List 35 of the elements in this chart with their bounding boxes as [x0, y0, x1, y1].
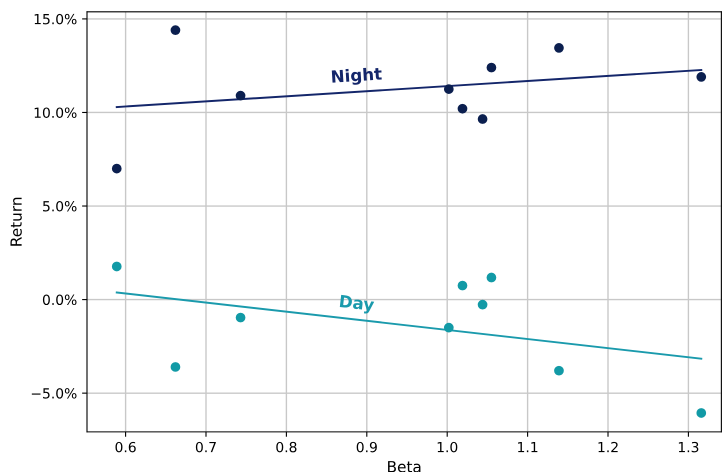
y-tick-label: 0.0% — [42, 294, 77, 306]
y-axis-title: Return — [10, 198, 22, 246]
series-label: Night — [332, 66, 382, 86]
point — [486, 272, 496, 282]
x-tick-label: 0.7 — [196, 442, 216, 452]
point — [444, 84, 454, 94]
x-tick-label: 1.3 — [678, 442, 698, 452]
point — [554, 43, 564, 53]
y-tick-label: −5.0% — [32, 388, 77, 399]
point — [486, 62, 496, 72]
x-tick-label: 0.8 — [276, 442, 296, 452]
x-tick-label: 1.0 — [438, 442, 458, 452]
point — [478, 114, 488, 124]
point — [236, 90, 246, 100]
y-tick-label: 15.0% — [34, 14, 77, 24]
point — [458, 104, 468, 114]
point — [696, 72, 706, 82]
text: Day — [339, 294, 375, 314]
point — [112, 262, 122, 272]
point — [696, 408, 706, 418]
point — [112, 164, 122, 174]
x-tick-label: 0.6 — [115, 442, 136, 452]
point — [170, 362, 180, 372]
point — [170, 25, 180, 35]
x-axis-title: Beta — [388, 461, 420, 472]
point — [478, 300, 488, 310]
x-tick-label: 0.9 — [356, 442, 377, 452]
y-tick-label: 5.0% — [43, 200, 77, 212]
point — [458, 280, 468, 290]
point — [444, 322, 454, 333]
y-tick-label: 10.0% — [34, 107, 77, 118]
point — [236, 312, 246, 322]
x-tick-label: 1.1 — [518, 442, 538, 452]
x-tick-label: 1.2 — [598, 442, 618, 452]
point — [554, 366, 564, 376]
